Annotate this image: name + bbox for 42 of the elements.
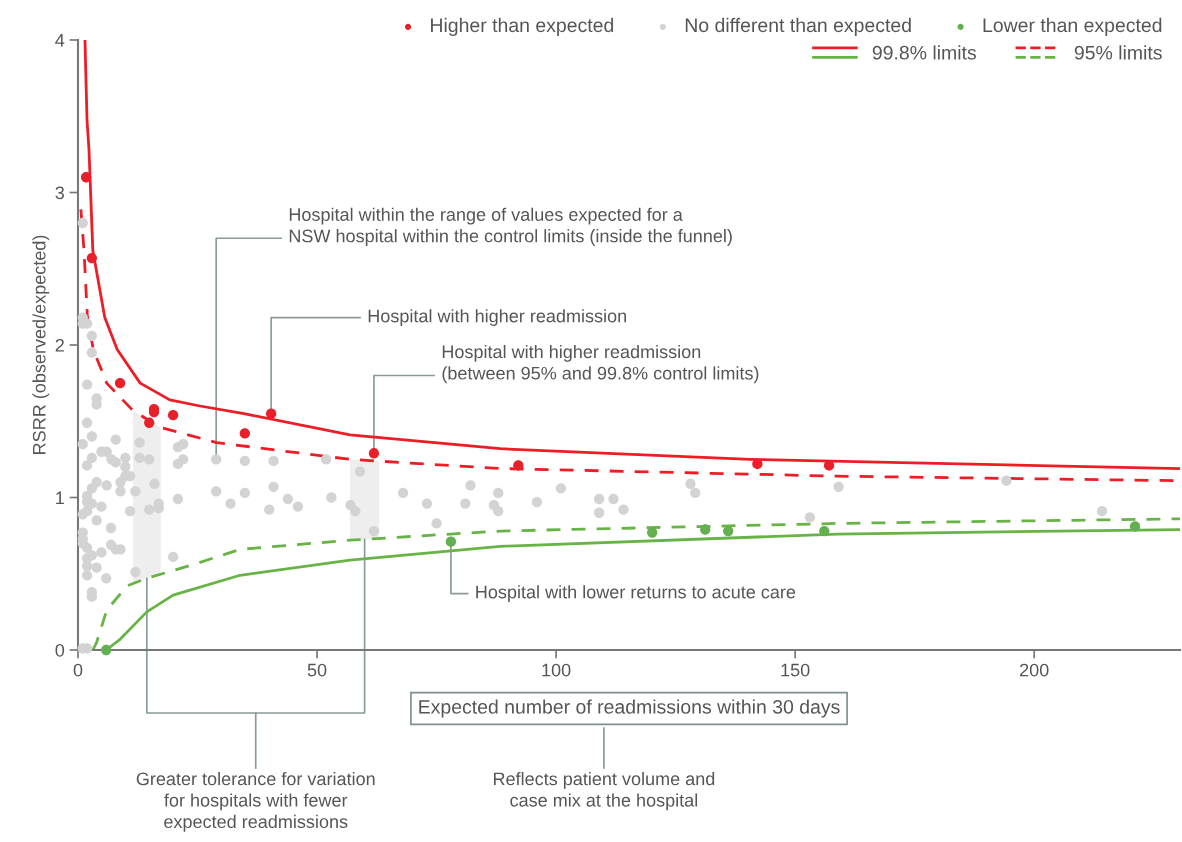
x-tick-label: 0: [73, 663, 83, 677]
x-tick-label: 100: [542, 663, 571, 677]
x-tick-label: 50: [307, 663, 327, 677]
x-tick-label: 150: [781, 663, 810, 677]
legend-label: 95% limits: [1074, 45, 1162, 60]
point: [1129, 521, 1141, 532]
point: [114, 377, 126, 389]
point: [368, 448, 380, 459]
point: [723, 525, 734, 537]
annotation: Hospital with higher readmission (between 95% and 99.8% control limits): [442, 344, 759, 384]
annotation: Hospital with lower returns to acute care: [476, 585, 796, 602]
legend-label: Higher than expected: [431, 17, 614, 36]
point: [819, 525, 830, 537]
point: [700, 524, 711, 535]
annotation: Hospital with higher readmission: [368, 309, 626, 326]
point: [167, 410, 179, 421]
x-tick-label: 200: [1020, 663, 1049, 677]
text: Reflects patient volume and case mix at the hospital: [493, 772, 715, 811]
point: [513, 460, 524, 471]
legend-label: Lower than expected: [983, 17, 1162, 36]
legend-label: 99.8% limits: [872, 45, 976, 60]
point: [86, 252, 98, 264]
y-axis-title: RSRR (observed/expected): [32, 235, 50, 454]
point: [266, 408, 277, 419]
point: [823, 460, 835, 471]
point: [101, 644, 112, 656]
point: [239, 428, 250, 439]
point: [647, 527, 658, 538]
point: [752, 458, 763, 470]
point: [445, 536, 457, 547]
y-tick-label: 4: [55, 34, 65, 47]
x-axis-title: Expected number of readmissions within 30 days: [419, 699, 840, 718]
y-tick-label: 2: [55, 338, 64, 352]
point: [80, 172, 92, 183]
y-tick-label: 3: [55, 186, 65, 200]
point: [144, 417, 155, 428]
y-tick-label: 1: [56, 491, 64, 505]
text: Greater tolerance for variation for hospitals with fewer expected readmissions: [136, 772, 375, 832]
y-tick-label: 0: [55, 643, 65, 657]
line-series: [83, 40, 1180, 470]
annotation: Hospital within the range of values expected for a NSW hospital within the control limits (inside the funnel): [289, 207, 732, 246]
legend-label: No different than expected: [685, 17, 911, 36]
